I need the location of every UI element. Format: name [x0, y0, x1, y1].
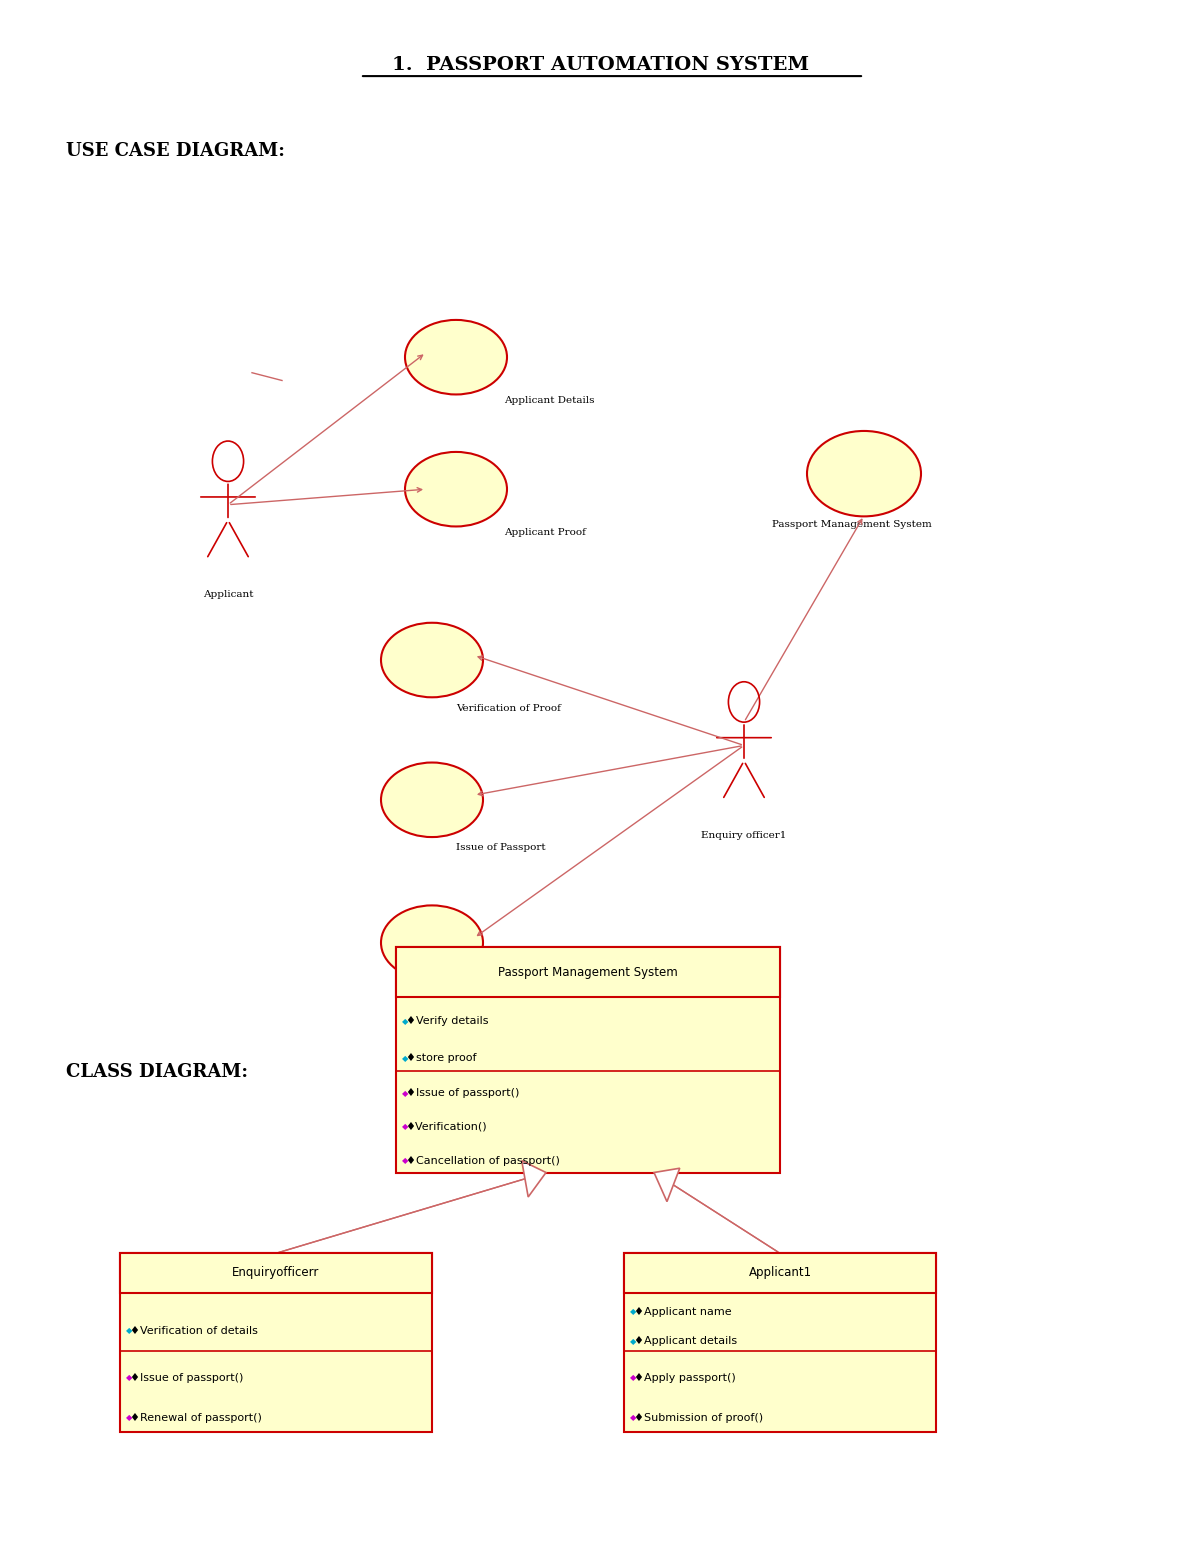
Text: Issue of Passport: Issue of Passport — [456, 843, 546, 853]
FancyBboxPatch shape — [120, 1253, 432, 1292]
Ellipse shape — [382, 623, 482, 697]
Text: ♦store proof: ♦store proof — [406, 1053, 476, 1064]
Text: ♦Applicant name: ♦Applicant name — [634, 1306, 731, 1317]
Text: ◆: ◆ — [402, 1123, 408, 1132]
FancyBboxPatch shape — [624, 1253, 936, 1432]
Ellipse shape — [382, 905, 482, 980]
Text: ◆: ◆ — [630, 1373, 636, 1382]
Text: ◆: ◆ — [402, 1155, 408, 1165]
Text: Passport Management System: Passport Management System — [772, 520, 932, 530]
Ellipse shape — [406, 320, 508, 394]
Text: ◆: ◆ — [126, 1373, 132, 1382]
Text: ◆: ◆ — [126, 1326, 132, 1336]
Text: Applicant Details: Applicant Details — [504, 396, 594, 405]
Text: Passport Management System: Passport Management System — [498, 966, 678, 978]
Text: ♦Submission of proof(): ♦Submission of proof() — [634, 1413, 763, 1423]
Text: ♦Apply passport(): ♦Apply passport() — [634, 1373, 736, 1382]
Text: ◆: ◆ — [630, 1308, 636, 1317]
Text: ♦Cancellation of passport(): ♦Cancellation of passport() — [406, 1155, 559, 1166]
Text: Enquiryofficerr: Enquiryofficerr — [233, 1266, 319, 1280]
Text: Cancellation of Passport: Cancellation of Passport — [444, 986, 572, 995]
Text: Verification of Proof: Verification of Proof — [456, 704, 560, 713]
Text: ◆: ◆ — [126, 1413, 132, 1423]
FancyBboxPatch shape — [120, 1253, 432, 1432]
Text: Applicant Proof: Applicant Proof — [504, 528, 586, 537]
Text: ♦Issue of passport(): ♦Issue of passport() — [130, 1373, 242, 1382]
Text: ♦Applicant details: ♦Applicant details — [634, 1336, 737, 1346]
Text: ♦Verification of details: ♦Verification of details — [130, 1326, 258, 1336]
Polygon shape — [654, 1168, 679, 1202]
Text: Applicant: Applicant — [203, 590, 253, 599]
Text: ♦Issue of passport(): ♦Issue of passport() — [406, 1089, 518, 1098]
Text: Enquiry officer1: Enquiry officer1 — [701, 831, 787, 840]
Polygon shape — [522, 1160, 546, 1197]
Text: ♦Verification(): ♦Verification() — [406, 1121, 487, 1132]
Text: ◆: ◆ — [402, 1017, 408, 1025]
Text: 1.  PASSPORT AUTOMATION SYSTEM: 1. PASSPORT AUTOMATION SYSTEM — [391, 56, 809, 75]
FancyBboxPatch shape — [396, 947, 780, 997]
Text: ♦Verify details: ♦Verify details — [406, 1016, 488, 1027]
Text: USE CASE DIAGRAM:: USE CASE DIAGRAM: — [66, 141, 284, 160]
Text: ◆: ◆ — [630, 1337, 636, 1346]
Ellipse shape — [406, 452, 508, 526]
Ellipse shape — [808, 430, 922, 516]
Text: CLASS DIAGRAM:: CLASS DIAGRAM: — [66, 1062, 248, 1081]
Text: ◆: ◆ — [402, 1053, 408, 1062]
FancyBboxPatch shape — [624, 1253, 936, 1292]
Text: Applicant1: Applicant1 — [749, 1266, 811, 1280]
Text: ◆: ◆ — [402, 1089, 408, 1098]
Ellipse shape — [382, 763, 482, 837]
Text: ♦Renewal of passport(): ♦Renewal of passport() — [130, 1413, 262, 1423]
FancyBboxPatch shape — [396, 947, 780, 1173]
Text: ◆: ◆ — [630, 1413, 636, 1423]
